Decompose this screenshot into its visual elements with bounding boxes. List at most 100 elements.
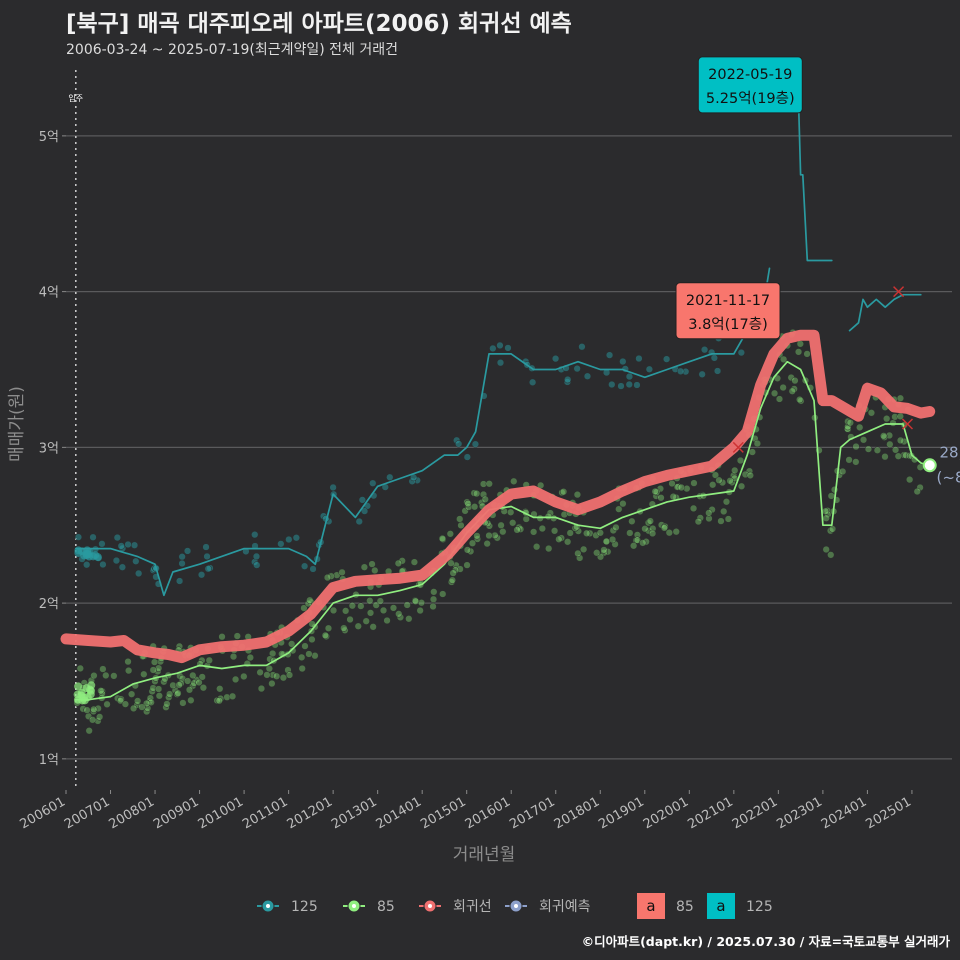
- scatter-point-125: [113, 533, 122, 542]
- legend-item-회귀선: 회귀선: [419, 899, 492, 915]
- scatter-point-85: [185, 686, 194, 694]
- scatter-point-85: [746, 471, 754, 480]
- legend-dot-center: [514, 904, 518, 908]
- y-tick-label: 2억: [39, 597, 59, 612]
- scatter-point-85: [731, 466, 739, 475]
- scatter-point-125: [633, 381, 641, 389]
- callout-box: [675, 282, 781, 340]
- x-tick-label: 202401: [819, 794, 869, 832]
- scatter-point-85: [205, 656, 213, 664]
- scatter-point-85: [843, 425, 852, 433]
- x-tick-label: 201401: [374, 794, 424, 832]
- scatter-point-85: [711, 471, 720, 479]
- scatter-point-85: [154, 685, 163, 693]
- scatter-point-85: [85, 727, 93, 735]
- scatter-point-125: [74, 533, 83, 541]
- x-tick-label: 201001: [196, 794, 246, 832]
- scatter-point-85: [724, 515, 733, 523]
- scatter-point-85: [709, 481, 717, 489]
- scatter-point-85: [265, 664, 273, 673]
- legend-item-85: 85: [343, 899, 395, 915]
- scatter-point-85: [189, 671, 197, 680]
- scatter-point-125: [551, 354, 560, 363]
- scatter-point-85: [797, 397, 805, 405]
- scatter-point-85: [689, 504, 698, 513]
- scatter-point-85: [268, 679, 276, 688]
- scatter-point-85: [736, 456, 745, 465]
- scatter-point-125: [713, 367, 722, 375]
- scatter-point-125: [677, 367, 685, 375]
- scatter-point-85: [155, 692, 163, 700]
- scatter-point-85: [169, 681, 177, 689]
- scatter-point-85: [216, 694, 225, 703]
- y-tick-label: 4억: [39, 286, 59, 301]
- scatter-point-85: [657, 521, 666, 529]
- scatter-point-85: [298, 664, 306, 673]
- scatter-point-85: [669, 492, 677, 501]
- scatter-point-125: [369, 479, 377, 487]
- scatter-point-85: [90, 705, 98, 714]
- scatter-point-85: [369, 623, 377, 631]
- scatter-point-85: [894, 452, 902, 460]
- scatter-point-85: [298, 653, 306, 662]
- legend-swatch: [707, 893, 735, 919]
- scatter-point-85: [473, 532, 481, 540]
- scatter-point-85: [796, 395, 804, 404]
- scatter-point-85: [134, 697, 142, 705]
- scatter-point-85: [429, 602, 437, 611]
- scatter-point-85: [913, 487, 921, 496]
- scatter-point-85: [215, 697, 223, 705]
- scatter-point-85: [615, 505, 623, 513]
- scatter-point-85: [448, 576, 456, 584]
- scatter-point-85: [672, 528, 680, 536]
- scatter-point-85: [288, 640, 296, 648]
- scatter-point-85: [573, 490, 582, 499]
- scatter-point-85: [354, 622, 362, 630]
- scatter-point-85: [83, 706, 91, 714]
- scatter-point-85: [592, 531, 600, 539]
- scatter-point-85: [379, 606, 388, 615]
- scatter-point-85: [844, 425, 852, 434]
- scatter-point-85: [79, 705, 87, 713]
- scatter-point-85: [324, 624, 333, 632]
- scatter-point-125: [112, 556, 121, 565]
- scatter-point-85: [125, 666, 133, 675]
- scatter-point-85: [657, 494, 665, 502]
- y-tick-label: 1억: [39, 753, 59, 768]
- scatter-point-85: [726, 477, 734, 485]
- scatter-point-85: [497, 521, 505, 529]
- scatter-point-85: [272, 672, 281, 680]
- scatter-point-85: [129, 704, 138, 713]
- annotations: 2022-05-195.25억(19층)2021-11-173.8억(17층)2…: [675, 56, 960, 486]
- scatter-point-85: [705, 514, 713, 523]
- scatter-points: [73, 314, 924, 735]
- scatter-point-85: [651, 487, 659, 496]
- scatter-point-85: [493, 534, 501, 542]
- scatter-point-85: [90, 672, 98, 680]
- scatter-point-85: [628, 517, 636, 525]
- y-tick-label: 3억: [39, 441, 59, 456]
- scatter-point-125: [89, 533, 97, 541]
- latest-point: [922, 458, 937, 473]
- legend-label: 85: [676, 899, 694, 915]
- scatter-point-85: [770, 389, 779, 397]
- scatter-point-85: [198, 656, 206, 665]
- scatter-point-85: [447, 559, 455, 567]
- scatter-point-85: [555, 535, 563, 543]
- scatter-point-85: [376, 597, 384, 605]
- scatter-point-125: [329, 483, 337, 492]
- scatter-point-125: [124, 540, 132, 549]
- series-line-125: [74, 267, 771, 597]
- scatter-point-85: [429, 595, 438, 603]
- x-tick-label: 201501: [418, 794, 468, 832]
- x-tick-label: 201701: [507, 794, 557, 832]
- scatter-point-85: [600, 546, 608, 554]
- latest-area-label: (~85㎡): [937, 468, 960, 486]
- scatter-point-85: [154, 664, 163, 672]
- grid-lines: [66, 135, 952, 760]
- callout-price-125: 2022-05-19 5.25억(19층): [697, 56, 803, 114]
- scatter-point-85: [463, 561, 471, 569]
- scatter-point-85: [602, 537, 611, 546]
- scatter-point-85: [529, 528, 538, 536]
- scatter-point-125: [203, 552, 211, 561]
